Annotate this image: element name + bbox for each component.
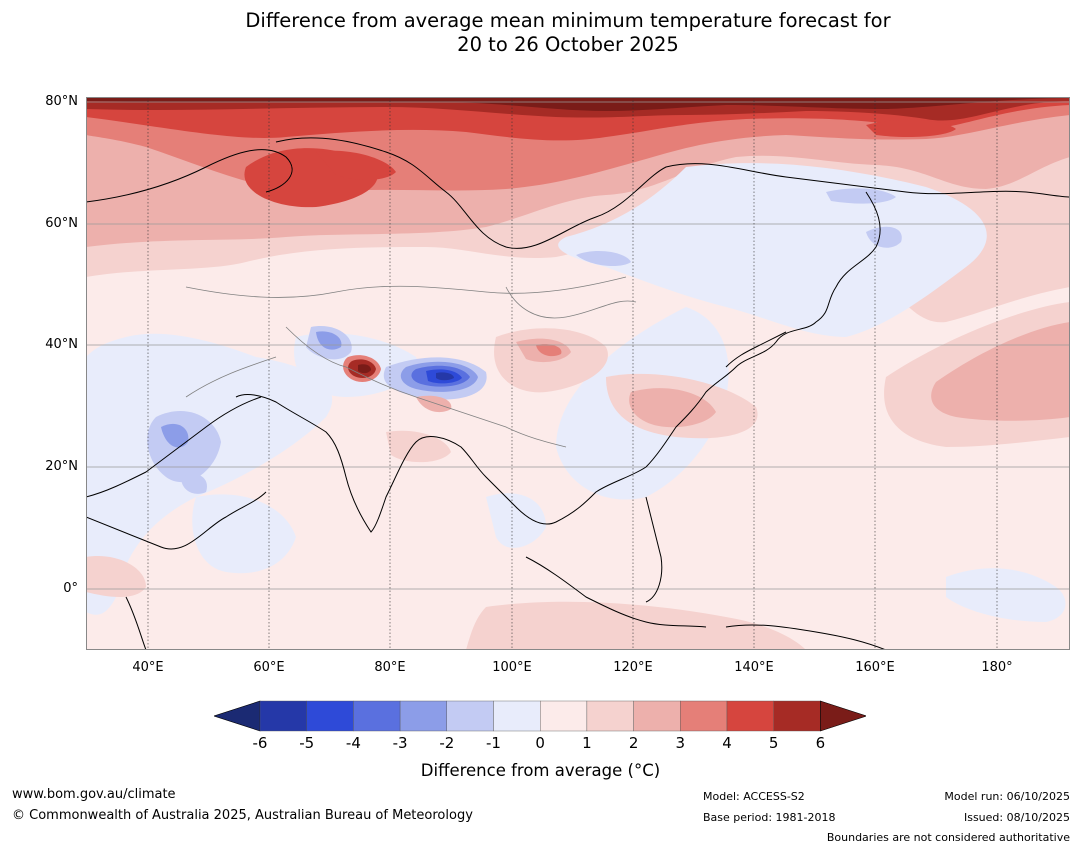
border-russia-south bbox=[185, 276, 627, 298]
lon-label-140e: 140°E bbox=[734, 660, 774, 675]
anomaly-field-arabian-sea-cool bbox=[192, 494, 296, 574]
colorbar-extend-high bbox=[820, 700, 866, 732]
country-borders bbox=[185, 276, 637, 448]
lon-label-120e: 120°E bbox=[613, 660, 653, 675]
anomaly-field-arabia-cool-2-3 bbox=[161, 423, 189, 448]
lon-label-100e: 100°E bbox=[492, 660, 532, 675]
anomaly-field-north-pacific-warm-2-3 bbox=[931, 322, 1070, 421]
coastline-east-asia bbox=[645, 191, 881, 468]
colorbar-segment bbox=[586, 700, 634, 732]
border-mongolia bbox=[505, 286, 637, 319]
border-iran bbox=[185, 356, 277, 398]
lat-label-0: 0° bbox=[63, 581, 78, 596]
lon-label-160e: 160°E bbox=[855, 660, 895, 675]
map-border bbox=[86, 97, 1070, 650]
footer-model-run: Model run: 06/10/2025 bbox=[944, 790, 1070, 803]
anomaly-field-gulf-cool-1-2 bbox=[181, 473, 207, 494]
footer-issued: Issued: 08/10/2025 bbox=[963, 811, 1070, 824]
colorbar-segment bbox=[259, 700, 307, 732]
lat-label-60n: 60°N bbox=[45, 216, 78, 231]
lon-label-180: 180° bbox=[981, 660, 1013, 675]
colorbar-segment bbox=[680, 700, 728, 732]
colorbar-tick-label: 6 bbox=[815, 734, 826, 752]
anomaly-field-pacific-cool bbox=[946, 568, 1066, 622]
coastline-japan bbox=[725, 331, 787, 368]
lat-label-80n: 80°N bbox=[45, 94, 78, 109]
coastline-arabia-south bbox=[86, 491, 267, 550]
lon-label-80e: 80°E bbox=[374, 660, 406, 675]
colorbar bbox=[214, 700, 866, 732]
anomaly-field-northern-above-6 bbox=[86, 97, 1070, 111]
lat-label-40n: 40°N bbox=[45, 337, 78, 352]
colorbar-tick-label: -2 bbox=[439, 734, 455, 752]
anomaly-field-yakutia-cool-1-2 bbox=[826, 188, 896, 204]
map-canvas bbox=[86, 97, 1070, 650]
colorbar-tick-label: -5 bbox=[299, 734, 315, 752]
colorbar-tick-label: 1 bbox=[582, 734, 592, 752]
coastline-arabia-north bbox=[86, 396, 262, 498]
colorbar-segment bbox=[446, 700, 494, 732]
footer-model: Model: ACCESS-S2 bbox=[703, 790, 805, 803]
anomaly-field-europe-4-5 bbox=[316, 150, 396, 180]
footer-disclaimer: Boundaries are not considered authoritat… bbox=[826, 831, 1070, 844]
anomaly-field-india-warm-1-2 bbox=[386, 430, 451, 463]
footer-base-period: Base period: 1981-2018 bbox=[703, 811, 836, 824]
anomaly-field-middle-east-cool bbox=[86, 333, 333, 615]
colorbar-segment bbox=[540, 700, 588, 732]
anomaly-field-china-warm-3-4 bbox=[536, 344, 562, 357]
colorbar-segment bbox=[773, 700, 821, 732]
coastlines bbox=[86, 137, 1070, 650]
border-china-south bbox=[285, 326, 567, 448]
anomaly-field-east-africa-warm-1-2 bbox=[86, 556, 146, 597]
colorbar-tick-label: 2 bbox=[628, 734, 639, 752]
coastline-africa-east bbox=[125, 596, 147, 650]
colorbar-segment bbox=[306, 700, 354, 732]
colorbar-segment bbox=[493, 700, 541, 732]
colorbar-tick-label: -4 bbox=[345, 734, 361, 752]
colorbar-tick-label: 5 bbox=[768, 734, 779, 752]
title-line-1: Difference from average mean minimum tem… bbox=[245, 9, 891, 32]
coastline-philippines bbox=[645, 496, 663, 603]
colorbar-tick-label: -6 bbox=[252, 734, 268, 752]
colorbar-segment bbox=[633, 700, 681, 732]
coastline-south-asia bbox=[235, 394, 647, 533]
anomaly-field-tibet-cool-5-6 bbox=[436, 372, 454, 381]
colorbar-tick-label: 3 bbox=[675, 734, 686, 752]
footer-copyright: © Commonwealth of Australia 2025, Austra… bbox=[12, 808, 473, 823]
anomaly-field-indonesia-warm-1-2 bbox=[466, 601, 806, 650]
anomaly-field-indochina-cool bbox=[486, 493, 546, 548]
colorbar-tick-label: 0 bbox=[535, 734, 545, 752]
colorbar-tick-label: -1 bbox=[486, 734, 501, 752]
temperature-anomaly-map bbox=[86, 97, 1070, 650]
latitude-gridlines bbox=[86, 101, 1070, 590]
coastline-arctic bbox=[86, 137, 1070, 249]
colorbar-segment bbox=[726, 700, 774, 732]
lon-label-40e: 40°E bbox=[132, 660, 164, 675]
anomaly-field-east-asia-cool bbox=[558, 163, 987, 337]
chart-title: Difference from average mean minimum tem… bbox=[0, 9, 1081, 57]
anomaly-field-mongolia-cool-1-2 bbox=[576, 251, 631, 267]
coastline-indonesia bbox=[525, 556, 707, 628]
anomaly-field-siberia-4-5 bbox=[866, 119, 956, 137]
colorbar-tick-label: -3 bbox=[392, 734, 408, 752]
colorbar-label: Difference from average (°C) bbox=[420, 761, 661, 780]
anomaly-field-okhotsk-cool-1-2 bbox=[866, 226, 902, 248]
footer-url[interactable]: www.bom.gov.au/climate bbox=[12, 787, 176, 802]
lat-label-20n: 20°N bbox=[45, 459, 78, 474]
anomaly-field-karakoram-warm-above-6 bbox=[358, 364, 371, 374]
title-line-2: 20 to 26 October 2025 bbox=[457, 33, 679, 56]
colorbar-segment bbox=[399, 700, 448, 732]
lon-label-60e: 60°E bbox=[253, 660, 285, 675]
colorbar-segment bbox=[353, 700, 401, 732]
colorbar-tick-label: 4 bbox=[722, 734, 732, 752]
anomaly-field-west-pacific-warm-2-3 bbox=[629, 388, 716, 428]
colorbar-extend-low bbox=[214, 700, 261, 732]
coastline-new-guinea bbox=[725, 624, 887, 650]
